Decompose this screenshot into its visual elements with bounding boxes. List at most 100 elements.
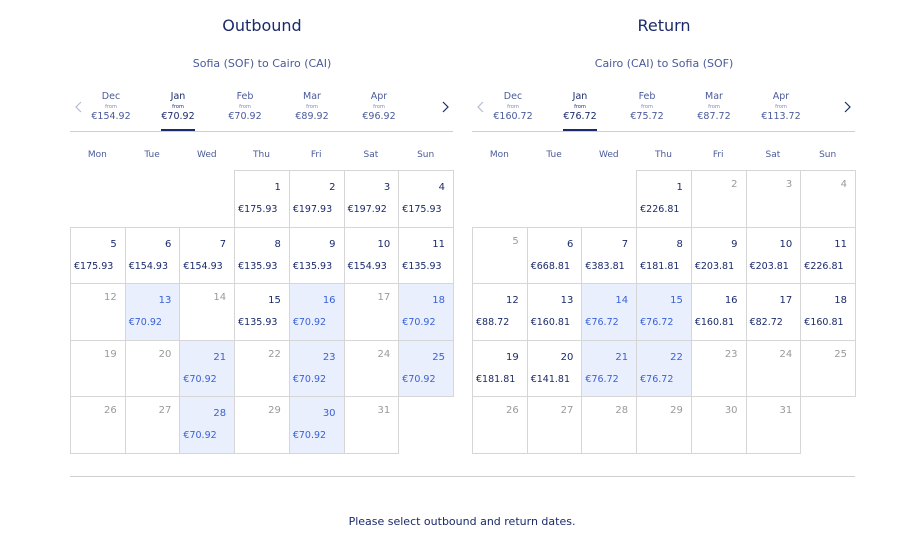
day-cell[interactable]: 3 €197.92: [343, 170, 400, 228]
panel-title: Return: [637, 16, 691, 35]
day-cell: 12: [70, 283, 126, 341]
day-cell[interactable]: 9 €135.93: [288, 226, 345, 284]
day-price: €76.72: [585, 373, 619, 385]
day-number: 5: [512, 235, 519, 247]
route: Sofia (SOF) to Cairo (CAI): [192, 57, 332, 70]
day-number: 24: [779, 348, 793, 360]
day-number: 6: [567, 238, 574, 250]
day-cell[interactable]: 2 €197.93: [288, 170, 345, 228]
day-cell[interactable]: 4 €175.93: [398, 170, 454, 228]
day-cell: 27: [526, 396, 583, 454]
day-number: 24: [377, 348, 391, 360]
month-price: €160.72: [493, 111, 533, 122]
month-price: €76.72: [563, 111, 597, 122]
day-cell[interactable]: 21 €76.72: [581, 339, 638, 397]
day-cell[interactable]: 9 €203.81: [690, 226, 747, 284]
weekday-label: Fri: [712, 150, 724, 160]
day-price: €203.81: [694, 260, 735, 272]
day-cell[interactable]: 7 €154.93: [179, 226, 236, 284]
day-number: 28: [213, 408, 227, 419]
day-cell[interactable]: 12 €88.72: [472, 283, 528, 341]
day-price: €160.81: [694, 317, 735, 328]
day-cell[interactable]: 6 €154.93: [124, 226, 181, 284]
day-cell[interactable]: 18 €160.81: [800, 283, 856, 341]
month-from: from: [306, 104, 318, 110]
day-cell[interactable]: 1 €226.81: [636, 170, 692, 228]
next-month-arrow[interactable]: [843, 101, 851, 113]
day-number: 27: [560, 405, 574, 416]
day-price: €181.81: [640, 260, 680, 272]
day-cell[interactable]: 17 €82.72: [745, 283, 802, 341]
day-price: €197.93: [292, 204, 333, 215]
month-price: €154.92: [91, 111, 131, 122]
day-cell: 17: [343, 283, 400, 341]
month-from: from: [373, 104, 385, 110]
month-from: from: [239, 104, 251, 110]
weekday-label: Wed: [196, 150, 217, 160]
day-cell[interactable]: 16 €160.81: [690, 283, 747, 341]
day-price: €70.92: [292, 430, 327, 441]
day-cell[interactable]: 8 €181.81: [636, 226, 692, 284]
day-cell[interactable]: 13 €70.92: [124, 283, 181, 341]
prev-month-arrow[interactable]: [75, 101, 83, 113]
month-price: €96.92: [362, 111, 396, 122]
day-cell[interactable]: 19 €181.81: [472, 339, 528, 397]
day-cell[interactable]: 8 €135.93: [234, 226, 290, 284]
day-cell[interactable]: 10 €203.81: [745, 226, 802, 284]
day-cell[interactable]: 21 €70.92: [179, 339, 236, 397]
day-cell[interactable]: 16 €70.92: [288, 283, 345, 341]
selected-month-underline: [161, 129, 195, 131]
day-cell[interactable]: 5 €175.93: [70, 226, 126, 284]
month-name: Apr: [370, 91, 388, 102]
day-cell: 31: [745, 396, 802, 454]
day-cell[interactable]: 13 €160.81: [526, 283, 583, 341]
day-number: 8: [274, 238, 281, 250]
day-cell[interactable]: 14 €76.72: [581, 283, 638, 341]
day-price: €70.92: [183, 373, 217, 385]
day-number: 10: [377, 238, 391, 250]
day-cell[interactable]: 28 €70.92: [179, 396, 236, 454]
day-cell[interactable]: 6 €668.81: [526, 226, 583, 284]
day-number: 29: [670, 405, 683, 416]
day-price: €154.93: [183, 260, 223, 272]
next-month-arrow[interactable]: [441, 101, 449, 113]
day-cell[interactable]: 20 €141.81: [526, 339, 583, 397]
prev-month-arrow[interactable]: [477, 101, 485, 113]
day-cell: 4: [800, 170, 856, 228]
day-number: 13: [560, 295, 574, 306]
day-cell[interactable]: 30 €70.92: [288, 396, 345, 454]
day-cell[interactable]: 11 €135.93: [398, 226, 454, 284]
month-from: from: [105, 104, 117, 110]
day-number: 22: [268, 348, 281, 360]
day-cell[interactable]: 10 €154.93: [343, 226, 400, 284]
day-number: 21: [615, 351, 629, 363]
footer-divider: [70, 476, 855, 477]
weekday-label: Sun: [819, 150, 837, 160]
day-cell[interactable]: 25 €70.92: [398, 339, 454, 397]
day-cell[interactable]: 1 €175.93: [234, 170, 290, 228]
day-number: 18: [432, 295, 445, 306]
day-number: 26: [103, 405, 117, 416]
day-cell[interactable]: 15 €76.72: [636, 283, 692, 341]
day-number: 25: [432, 351, 445, 363]
day-cell[interactable]: 23 €70.92: [288, 339, 345, 397]
day-cell[interactable]: 11 €226.81: [800, 226, 856, 284]
month-price: €75.72: [630, 111, 664, 122]
day-number: 4: [840, 179, 847, 190]
day-cell: 24: [745, 339, 802, 397]
day-number: 3: [383, 182, 391, 193]
day-number: 20: [158, 348, 172, 360]
day-cell[interactable]: 7 €383.81: [581, 226, 638, 284]
panel-title: Outbound: [222, 16, 302, 35]
day-cell[interactable]: 15 €135.93: [234, 283, 290, 341]
day-price: €135.93: [238, 260, 278, 272]
day-price: €175.93: [402, 204, 442, 215]
weekday-label: Tue: [144, 150, 160, 160]
day-cell: 29: [636, 396, 692, 454]
day-cell: 31: [343, 396, 400, 454]
day-cell[interactable]: 18 €70.92: [398, 283, 454, 341]
day-price: €82.72: [749, 317, 783, 328]
month-price: €70.92: [228, 111, 262, 122]
day-cell[interactable]: 22 €76.72: [636, 339, 692, 397]
